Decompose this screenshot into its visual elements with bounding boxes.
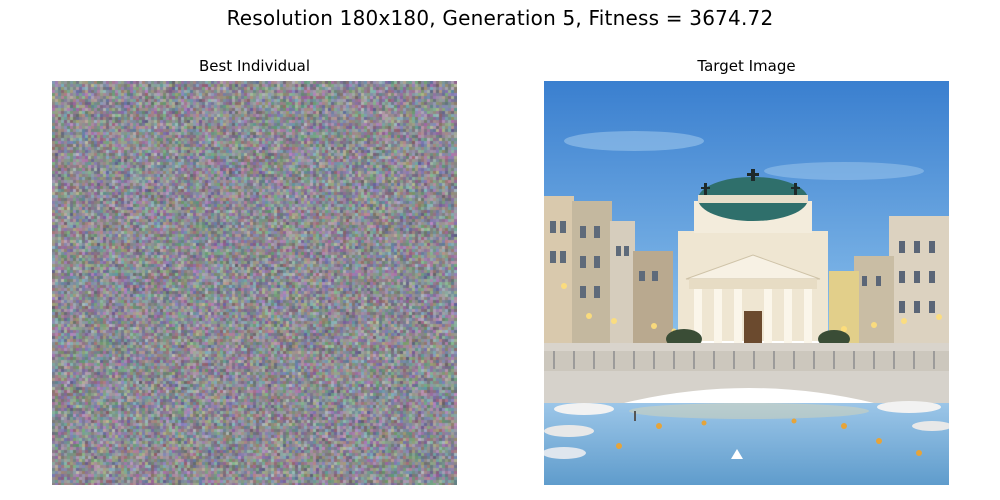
railing (544, 351, 949, 371)
embankment (544, 343, 949, 351)
best-individual-title: Best Individual (198, 57, 311, 75)
church (678, 169, 828, 344)
target-photo (544, 81, 949, 485)
figure-suptitle: Resolution 180x180, Generation 5, Fitnes… (226, 6, 774, 30)
buoys (616, 418, 922, 456)
noise-canvas (52, 81, 457, 485)
street-lights (561, 283, 942, 334)
best-individual-image (52, 81, 457, 485)
bridge (544, 371, 949, 403)
target-image-title: Target Image (697, 57, 796, 75)
boats (544, 401, 949, 459)
canal-water (544, 403, 949, 485)
target-image (544, 81, 949, 485)
railing-bars (553, 351, 935, 369)
